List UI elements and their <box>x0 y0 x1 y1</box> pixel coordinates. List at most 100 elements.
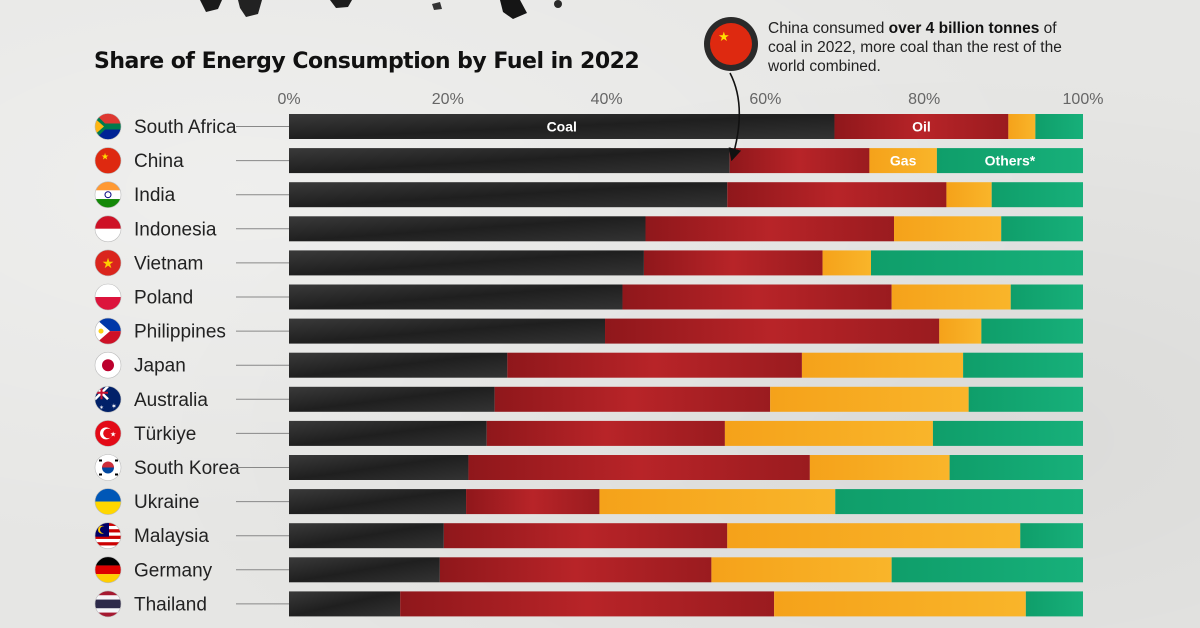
china-flag-icon: ★ <box>95 147 121 174</box>
vietnam-flag-icon: ★ <box>95 249 121 276</box>
bar-segment-gas <box>809 455 950 480</box>
bar-segment-oil <box>486 420 725 446</box>
country-label: Germany <box>134 560 213 581</box>
svg-text:✶: ✶ <box>99 404 104 411</box>
germany-flag-icon <box>95 556 121 583</box>
country-label: Thailand <box>134 594 207 615</box>
bar-segment-coal <box>289 523 444 549</box>
country-label: South Africa <box>134 117 237 138</box>
bar-segment-oil <box>507 352 802 378</box>
bar-segment-coal <box>289 148 730 174</box>
south-korea-flag-icon <box>95 454 121 481</box>
country-label: India <box>134 185 176 206</box>
country-label: Ukraine <box>134 492 199 513</box>
bar-segment-oil <box>727 182 947 208</box>
bar-segment-gas <box>939 318 982 344</box>
bar-segment-gas <box>891 284 1011 310</box>
bar-segment-others <box>949 455 1083 480</box>
table-row: Malaysia <box>94 522 1083 550</box>
turkiye-flag-icon: ★ <box>95 420 121 447</box>
country-label: Vietnam <box>134 253 203 274</box>
bar-segment-coal <box>289 386 495 412</box>
bar-segment-gas <box>770 386 969 412</box>
bar-segment-coal <box>289 318 606 344</box>
series-label-others: Others* <box>985 153 1036 169</box>
country-label: China <box>134 151 184 172</box>
country-label: Indonesia <box>134 219 217 240</box>
table-row: South Korea <box>94 454 1083 481</box>
south-africa-flag-icon <box>95 113 121 140</box>
bar-segment-coal <box>289 557 440 583</box>
table-row: ★ Türkiye <box>94 420 1083 447</box>
country-label: South Korea <box>134 458 240 479</box>
x-tick-label: 40% <box>591 91 623 108</box>
series-label-coal: Coal <box>547 119 577 135</box>
bar-segment-gas <box>894 216 1002 242</box>
bar-segment-oil <box>729 148 870 174</box>
bar-segment-others <box>936 148 1083 174</box>
x-tick-label: 20% <box>432 91 464 108</box>
bar-segment-oil <box>645 216 895 242</box>
thailand-flag-icon <box>95 590 121 617</box>
table-row: Thailand <box>94 590 1083 618</box>
callout-text-before: China consumed <box>768 20 889 37</box>
callout-text-bold: over 4 billion tonnes <box>888 20 1040 37</box>
country-label: Japan <box>134 356 186 377</box>
table-row: ★ China <box>94 147 1083 174</box>
bar-segment-others <box>1020 523 1083 549</box>
bar-segment-coal <box>289 591 401 617</box>
china-coal-callout: ★ China consumed over 4 billion tonnes o… <box>704 17 1104 87</box>
bar-segment-coal <box>289 489 467 515</box>
bar-segment-oil <box>834 114 1009 139</box>
x-tick-label: 80% <box>908 91 940 108</box>
bar-segment-coal <box>289 250 644 276</box>
table-row: ✶ ✶ Australia <box>94 385 1083 413</box>
bar-segment-coal <box>289 455 469 480</box>
country-label: Australia <box>134 390 208 411</box>
bar-segment-oil <box>443 523 728 549</box>
svg-text:★: ★ <box>110 430 116 438</box>
philippines-flag-icon <box>95 318 121 345</box>
svg-text:✶: ✶ <box>111 402 117 410</box>
svg-text:★: ★ <box>102 255 115 271</box>
coal-decoration <box>200 0 562 19</box>
bar-segment-others <box>932 420 1083 446</box>
chart-title: Share of Energy Consumption by Fuel in 2… <box>94 49 640 74</box>
bar-segment-coal <box>289 420 487 446</box>
svg-text:★: ★ <box>101 152 109 162</box>
china-flag-coal-icon: ★ <box>704 17 758 71</box>
japan-flag-icon <box>95 352 121 379</box>
x-tick-label: 100% <box>1063 91 1104 108</box>
bar-segment-others <box>981 318 1083 344</box>
bar-segment-gas <box>946 182 992 208</box>
table-row: India <box>94 181 1083 208</box>
bar-segment-oil <box>400 591 775 617</box>
bar-segment-oil <box>605 318 940 344</box>
indonesia-flag-icon <box>95 215 121 242</box>
country-label: Türkiye <box>134 424 196 445</box>
bar-segment-coal <box>289 216 646 242</box>
bar-segment-others <box>1035 114 1083 139</box>
bar-segment-oil <box>439 557 712 583</box>
series-label-gas: Gas <box>890 153 917 169</box>
bar-segment-gas <box>1008 114 1036 139</box>
bar-segment-oil <box>494 386 771 412</box>
bar-segment-coal <box>289 284 623 310</box>
bar-segment-others <box>1025 591 1083 617</box>
bar-segment-others <box>871 250 1083 276</box>
bar-segment-others <box>891 557 1083 583</box>
x-tick-label: 60% <box>749 91 781 108</box>
country-label: Malaysia <box>134 526 209 547</box>
table-row: South Africa <box>94 113 1083 140</box>
callout-text-after: of coal in 2022, more coal than the rest… <box>768 20 1062 75</box>
country-label: Philippines <box>134 322 226 343</box>
table-row: ★ Vietnam <box>94 249 1083 277</box>
table-row: Philippines <box>94 317 1083 345</box>
bar-segment-others <box>835 489 1083 515</box>
bar-segment-gas <box>724 420 933 446</box>
bar-segment-others <box>1010 284 1083 310</box>
x-tick-label: 0% <box>277 91 300 108</box>
poland-flag-icon <box>95 284 121 310</box>
table-row: Japan <box>94 351 1083 379</box>
